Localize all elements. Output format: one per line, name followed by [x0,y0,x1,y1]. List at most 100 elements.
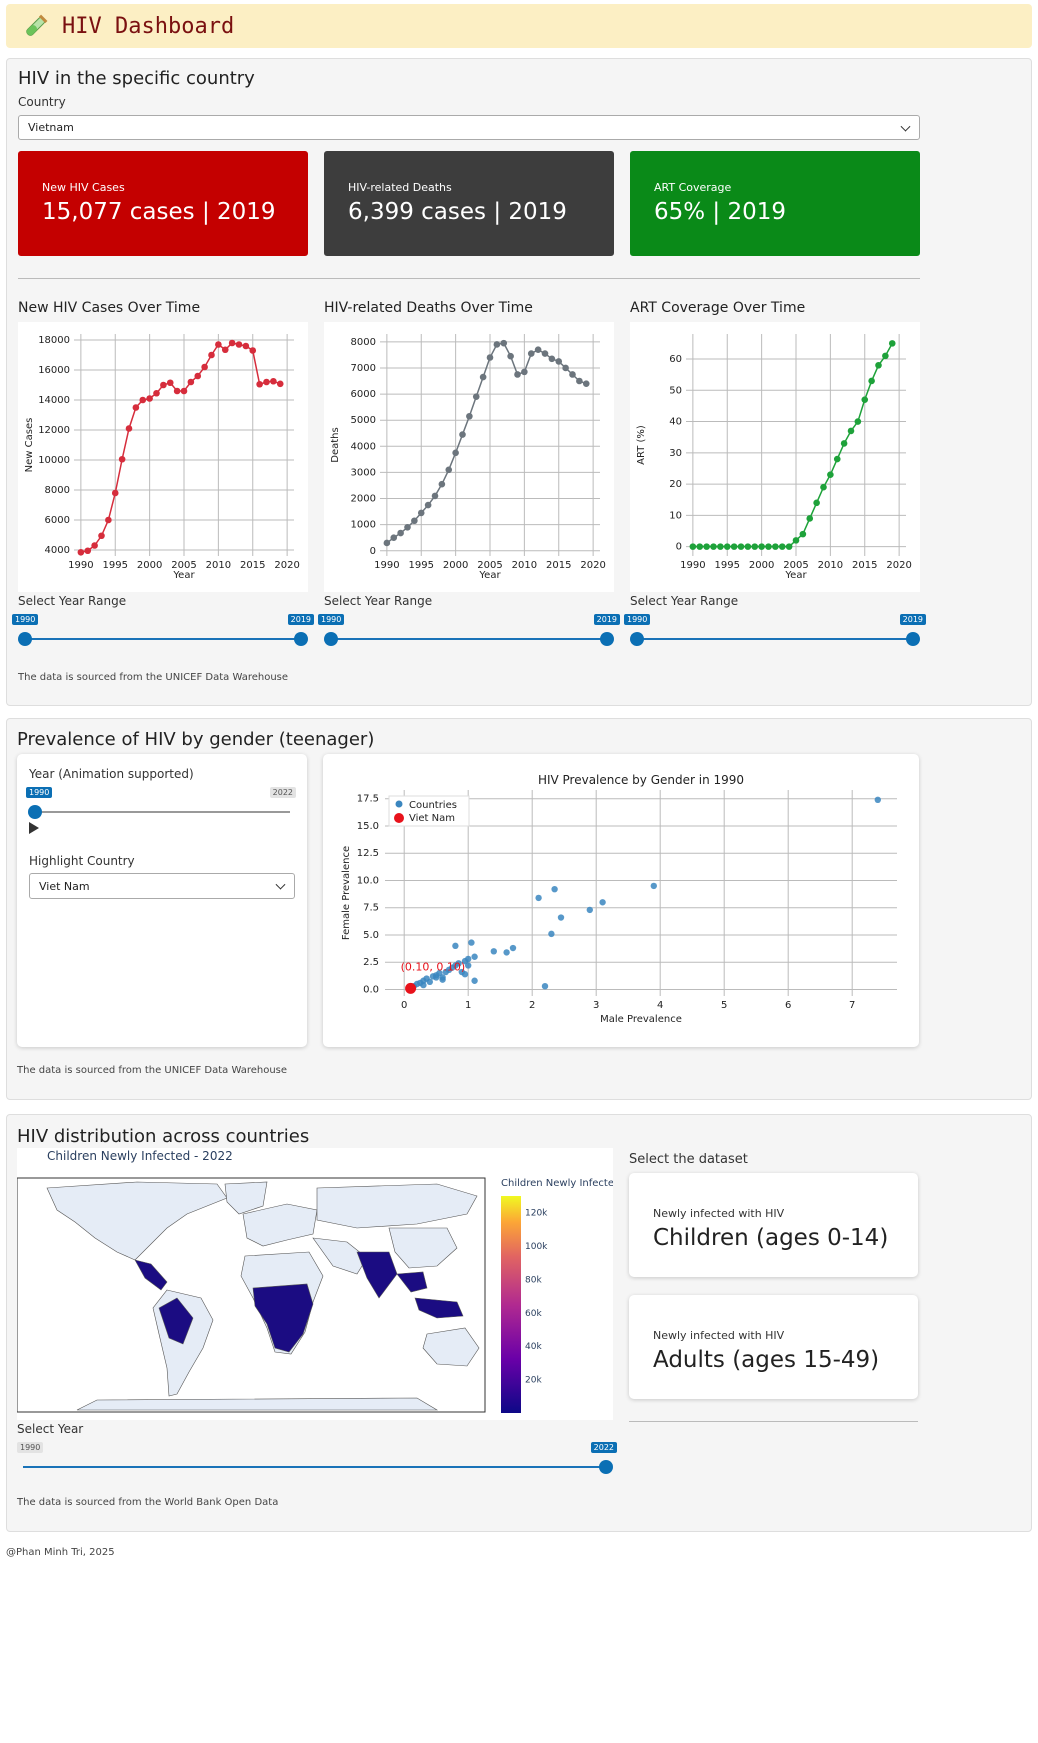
year-handle[interactable] [599,1460,613,1474]
y-tick-label: 18000 [38,335,70,346]
map-year-slider[interactable]: 1990 2022 [17,1442,617,1482]
range-label-art: Select Year Range [630,594,739,608]
range-max-handle[interactable] [906,632,920,646]
x-tick-label: 1995 [103,560,128,571]
dataset-children-button[interactable]: Newly infected with HIV Children (ages 0… [629,1173,918,1277]
choropleth-map: Children Newly Infected - 2022 Children N… [16,1148,620,1420]
data-point [551,885,558,893]
y-tick-label: 10000 [38,455,70,466]
data-point [472,393,480,400]
x-axis-label: Year [784,570,807,581]
x-tick-label: 2020 [274,560,299,571]
data-point [471,977,478,984]
x-tick-label: 6 [785,1000,791,1011]
highlight-country-select[interactable]: Viet Nam [29,873,295,899]
series-line [692,343,893,548]
dataset-main: Adults (ages 15-49) [653,1347,880,1373]
x-axis-label: Male Prevalence [600,1014,682,1025]
play-icon[interactable] [28,822,40,834]
y-axis-label: Deaths [330,427,341,462]
x-tick-label: 2020 [580,560,605,571]
data-point [173,387,181,395]
card-title: New HIV Cases [42,181,125,194]
slider-track[interactable] [24,638,302,640]
y-tick-label: 15.0 [357,821,379,832]
year-range-slider-cases[interactable]: 1990 2019 [12,614,314,654]
card-title: ART Coverage [654,181,732,194]
y-tick-label: 2000 [351,494,376,505]
data-point [465,955,472,963]
range-max-handle[interactable] [294,632,308,646]
art-coverage-card: ART Coverage 65% | 2019 [630,151,920,256]
x-tick-label: 1990 [68,560,93,571]
data-point [500,339,508,347]
range-label-cases: Select Year Range [18,594,127,608]
data-point [723,543,731,550]
data-point [730,543,738,550]
data-point [249,347,257,354]
data-point [465,962,472,969]
data-point [772,543,779,550]
range-min-handle[interactable] [18,632,32,646]
year-max-tag: 2022 [269,787,296,798]
y-tick-label: 20 [669,479,682,490]
range-max-tag: 2019 [287,614,314,625]
data-point [98,532,105,540]
range-min-handle[interactable] [630,632,644,646]
test-tube-icon [26,14,48,36]
data-point [888,340,896,347]
dataset-adults-button[interactable]: Newly infected with HIV Adults (ages 15-… [629,1295,918,1399]
slider-track[interactable] [34,811,290,813]
data-point [503,949,510,956]
country-label: Country [18,95,66,109]
country-shape [422,1327,480,1367]
y-tick-label: 5000 [351,415,376,426]
data-point [744,543,752,550]
slider-track[interactable] [23,1466,607,1468]
range-max-handle[interactable] [600,632,614,646]
country-shape [76,1397,439,1411]
gender-controls-card [17,754,307,1047]
data-point [146,395,153,402]
x-tick-label: 0 [401,1000,407,1011]
data-point [215,341,222,348]
data-point [599,899,606,906]
country-select[interactable]: Vietnam [18,115,920,140]
data-point [737,543,745,550]
data-point [576,377,583,385]
data-point [445,466,453,474]
y-tick-label: 0.0 [363,984,379,995]
year-range-slider-art[interactable]: 1990 2019 [624,614,926,654]
x-tick-label: 2010 [512,560,537,571]
series-line [386,342,587,544]
prevalence-scatter-chart: HIV Prevalence by Gender in 1990 0 1 2 3 4 5 6 7… [341,773,897,1025]
x-tick-label: 2015 [852,560,877,571]
year-handle[interactable] [28,805,42,819]
data-point [847,427,855,435]
x-tick-label: 2000 [749,560,774,571]
cases-chart: 1990 1995 2000 2005 2010 2015 2020 4000 6000 8000… [18,322,308,592]
data-point [840,440,848,447]
data-point [490,948,497,955]
data-point [758,543,765,550]
data-point [555,358,563,365]
x-tick-label: 2000 [443,560,468,571]
map-section-title: HIV distribution across countries [17,1126,310,1147]
data-point [417,509,425,517]
y-tick-label: 40 [669,417,682,428]
data-point [548,355,556,363]
data-point [833,455,841,463]
slider-track[interactable] [636,638,914,640]
year-range-slider-deaths[interactable]: 1990 2019 [318,614,620,654]
range-min-handle[interactable] [324,632,338,646]
data-point [507,352,514,360]
data-point [187,378,195,386]
y-tick-label: 5.0 [363,930,379,941]
legend-marker [395,800,403,808]
legend-label: Countries [409,800,457,811]
year-animation-slider[interactable]: 1990 2022 [26,787,296,827]
slider-track[interactable] [330,638,608,640]
highlight-country-value: Viet Nam [39,879,90,893]
dataset-main: Children (ages 0-14) [653,1225,889,1251]
y-tick-label: 14000 [38,395,70,406]
